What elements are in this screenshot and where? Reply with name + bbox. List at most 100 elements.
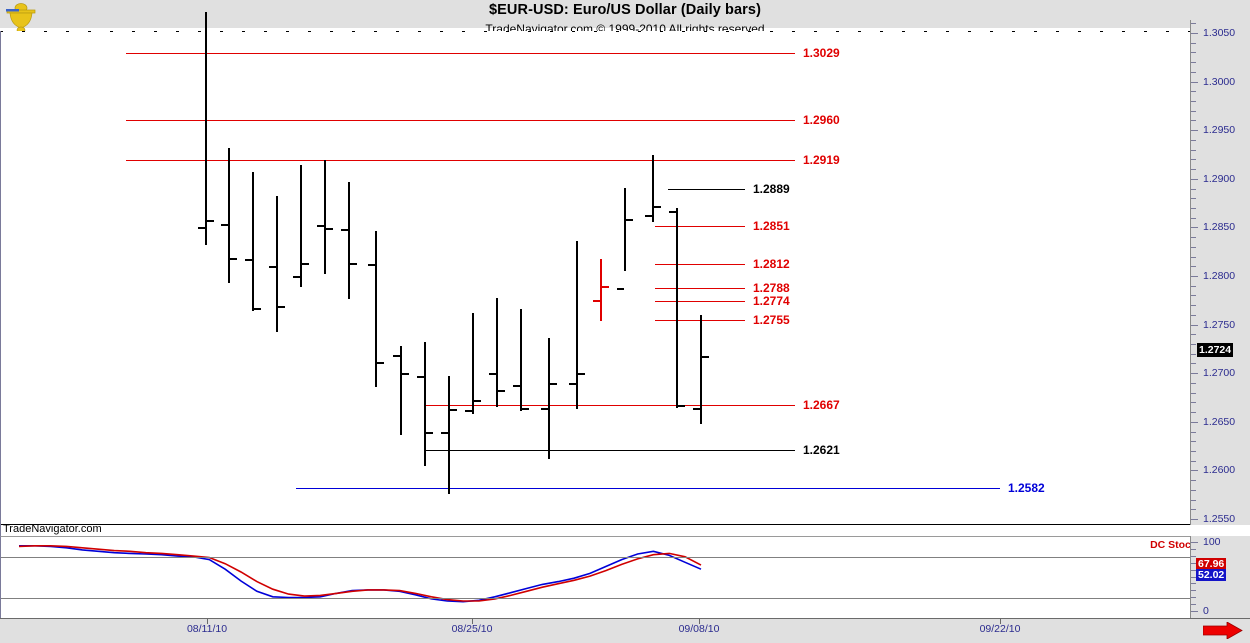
- price-level-line[interactable]: [655, 264, 745, 266]
- price-axis-label: 1.2900: [1203, 172, 1236, 185]
- ohlc-bar: [624, 187, 626, 272]
- indicator-axis-minor-tick: [1191, 555, 1196, 557]
- date-axis-tick: [207, 619, 208, 624]
- indicator-axis-label: 0: [1203, 605, 1209, 617]
- indicator-axis-minor-tick: [1191, 548, 1196, 550]
- price-axis-minor-tick: [1191, 62, 1196, 64]
- price-axis-minor-tick: [1191, 441, 1196, 443]
- indicator-axis[interactable]: 100 0 67.96 52.02: [1190, 536, 1250, 618]
- ohlc-bar: [400, 345, 402, 436]
- ohlc-close-tick: [678, 405, 685, 408]
- ohlc-open-tick: [269, 266, 276, 269]
- ohlc-close-tick: [377, 361, 384, 364]
- ohlc-bar: [676, 207, 678, 409]
- ohlc-bar: [324, 160, 326, 275]
- ohlc-bar: [205, 11, 207, 245]
- price-level-label: 1.2621: [803, 442, 840, 457]
- ohlc-bar: [472, 312, 474, 414]
- price-level-label: 1.2582: [1008, 480, 1045, 495]
- price-level-line[interactable]: [424, 405, 795, 407]
- ohlc-open-tick: [669, 210, 676, 213]
- chart-left-border: [0, 31, 1, 618]
- price-level-line[interactable]: [655, 287, 745, 289]
- price-axis-minor-tick: [1191, 353, 1196, 355]
- ohlc-open-tick: [645, 214, 652, 217]
- ohlc-open-tick: [541, 408, 548, 411]
- indicator-axis-minor-tick: [1191, 562, 1196, 564]
- price-axis-label: 1.2750: [1203, 318, 1236, 331]
- ohlc-bar: [448, 376, 450, 494]
- price-level-label: 1.2851: [753, 219, 790, 234]
- price-level-label: 1.2774: [753, 294, 790, 309]
- indicator-pane[interactable]: [0, 536, 1191, 618]
- price-level-line[interactable]: [126, 160, 795, 162]
- price-axis-minor-tick: [1191, 139, 1196, 141]
- indicator-axis-minor-tick: [1191, 597, 1196, 599]
- ohlc-bar: [576, 241, 578, 410]
- price-chart-pane[interactable]: [0, 31, 1190, 525]
- price-axis-tick: [1191, 276, 1198, 277]
- current-price-badge: 1.2724: [1197, 342, 1234, 357]
- price-axis-minor-tick: [1191, 237, 1196, 239]
- price-level-line[interactable]: [126, 53, 795, 55]
- ohlc-close-tick: [522, 408, 529, 411]
- price-axis-tick: [1191, 470, 1198, 472]
- date-axis-label: 09/08/10: [678, 623, 720, 635]
- ohlc-close-tick: [498, 389, 505, 392]
- indicator-gridline: [1, 598, 1191, 600]
- ohlc-close-tick: [350, 263, 357, 266]
- ohlc-close-tick: [474, 400, 481, 403]
- date-axis-tick: [1000, 619, 1001, 624]
- price-axis-tick: [1191, 519, 1198, 520]
- price-level-label: 1.2667: [803, 398, 840, 413]
- price-axis-minor-tick: [1191, 198, 1196, 200]
- price-axis-minor-tick: [1191, 169, 1196, 171]
- scroll-right-arrow-icon[interactable]: [1203, 622, 1243, 639]
- ohlc-open-tick: [393, 354, 400, 357]
- ohlc-open-tick: [198, 227, 205, 230]
- ohlc-bar: [652, 155, 654, 222]
- ohlc-open-tick: [465, 410, 472, 413]
- indicator-axis-tick: [1191, 611, 1198, 612]
- price-level-line[interactable]: [126, 120, 795, 122]
- price-level-line[interactable]: [296, 487, 1000, 489]
- price-level-line[interactable]: [668, 189, 745, 191]
- ohlc-open-tick: [245, 259, 252, 262]
- price-axis-minor-tick: [1191, 159, 1196, 161]
- ohlc-close-tick: [230, 257, 237, 260]
- price-axis-minor-tick: [1191, 120, 1196, 122]
- ohlc-close-tick: [602, 285, 609, 288]
- price-level-line[interactable]: [655, 301, 745, 303]
- price-axis-minor-tick: [1191, 402, 1196, 404]
- ohlc-open-tick: [693, 408, 700, 411]
- price-axis-minor-tick: [1191, 52, 1196, 54]
- price-axis-tick: [1191, 421, 1198, 423]
- ohlc-close-tick: [302, 263, 309, 266]
- ohlc-close-tick: [578, 373, 585, 376]
- price-level-line[interactable]: [655, 226, 745, 228]
- price-axis-label: 1.2800: [1203, 270, 1236, 282]
- ohlc-open-tick: [341, 229, 348, 232]
- ohlc-open-tick: [617, 287, 624, 290]
- price-level-label: 1.2812: [753, 257, 790, 272]
- ohlc-open-tick: [368, 264, 375, 267]
- ohlc-open-tick: [417, 376, 424, 379]
- ohlc-open-tick: [569, 382, 576, 385]
- price-axis-tick: [1191, 33, 1198, 34]
- price-axis[interactable]: 1.3050 1.3000 1.2950 1.2900 1.2850 1.2800 1.27…: [1190, 20, 1250, 525]
- price-axis-minor-tick: [1191, 295, 1196, 297]
- date-axis-label: 08/25/10: [451, 623, 493, 635]
- price-level-label: 1.2788: [753, 280, 790, 295]
- price-axis-minor-tick: [1191, 392, 1196, 394]
- ohlc-open-tick: [489, 373, 496, 376]
- ohlc-bar: [520, 309, 522, 412]
- price-axis-label: 1.2850: [1203, 221, 1236, 234]
- date-axis[interactable]: 08/11/10 08/25/10 09/08/10 09/22/10: [0, 618, 1250, 643]
- price-axis-minor-tick: [1191, 499, 1196, 501]
- ohlc-open-tick: [221, 223, 228, 226]
- price-axis-minor-tick: [1191, 149, 1196, 151]
- ohlc-close-tick: [654, 206, 661, 209]
- price-axis-tick: [1191, 373, 1198, 375]
- ohlc-bar: [496, 298, 498, 408]
- price-level-line[interactable]: [424, 449, 795, 451]
